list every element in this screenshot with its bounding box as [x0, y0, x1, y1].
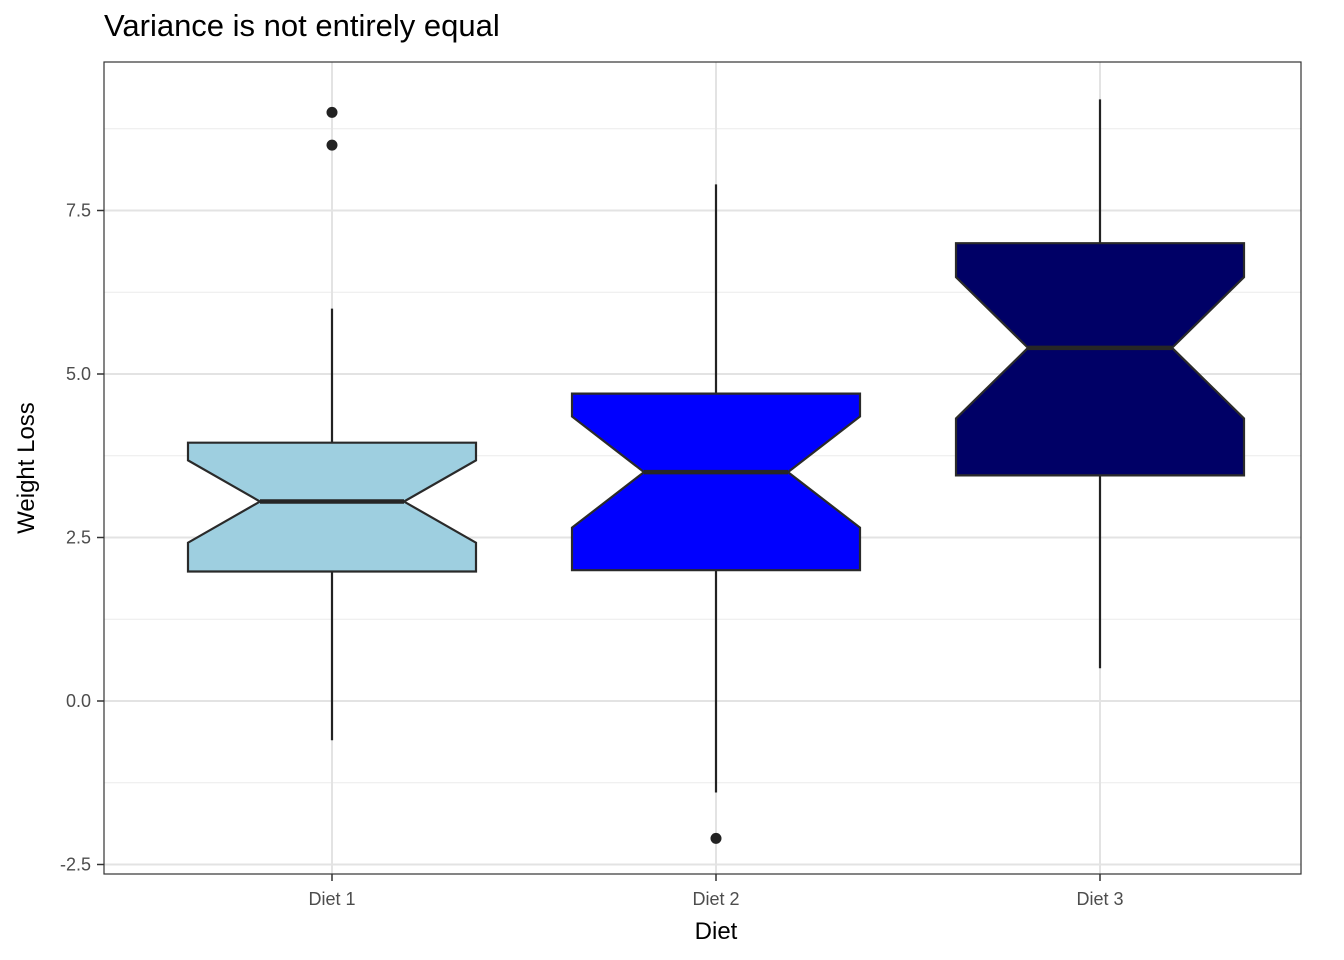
x-axis-title: Diet	[695, 918, 738, 945]
x-tick-label-diet-1: Diet 1	[308, 889, 355, 909]
y-tick-label: 2.5	[66, 528, 91, 548]
y-tick-label: -2.5	[60, 855, 91, 875]
panel-border	[103, 61, 1302, 875]
y-tick-label: 0.0	[66, 691, 91, 711]
x-tick-label-diet-3: Diet 3	[1076, 889, 1123, 909]
tick-layer: Diet 1 Diet 2 Diet 3 -2.5 0.0 2.5 5.0 7.5	[60, 201, 1124, 910]
outlier-point-diet-1	[326, 106, 338, 118]
box-diet-1	[186, 441, 478, 573]
outlier-point-diet-2	[710, 832, 722, 844]
chart-title: Variance is not entirely equal	[104, 8, 500, 43]
y-tick-label: 5.0	[66, 364, 91, 384]
outlier-point-diet-1	[326, 139, 338, 151]
y-axis-title: Weight Loss	[13, 402, 40, 534]
box-layer	[186, 99, 1246, 844]
box-diet-3	[954, 242, 1246, 477]
box-diet-2	[570, 392, 862, 572]
y-tick-label: 7.5	[66, 201, 91, 221]
x-tick-label-diet-2: Diet 2	[692, 889, 739, 909]
